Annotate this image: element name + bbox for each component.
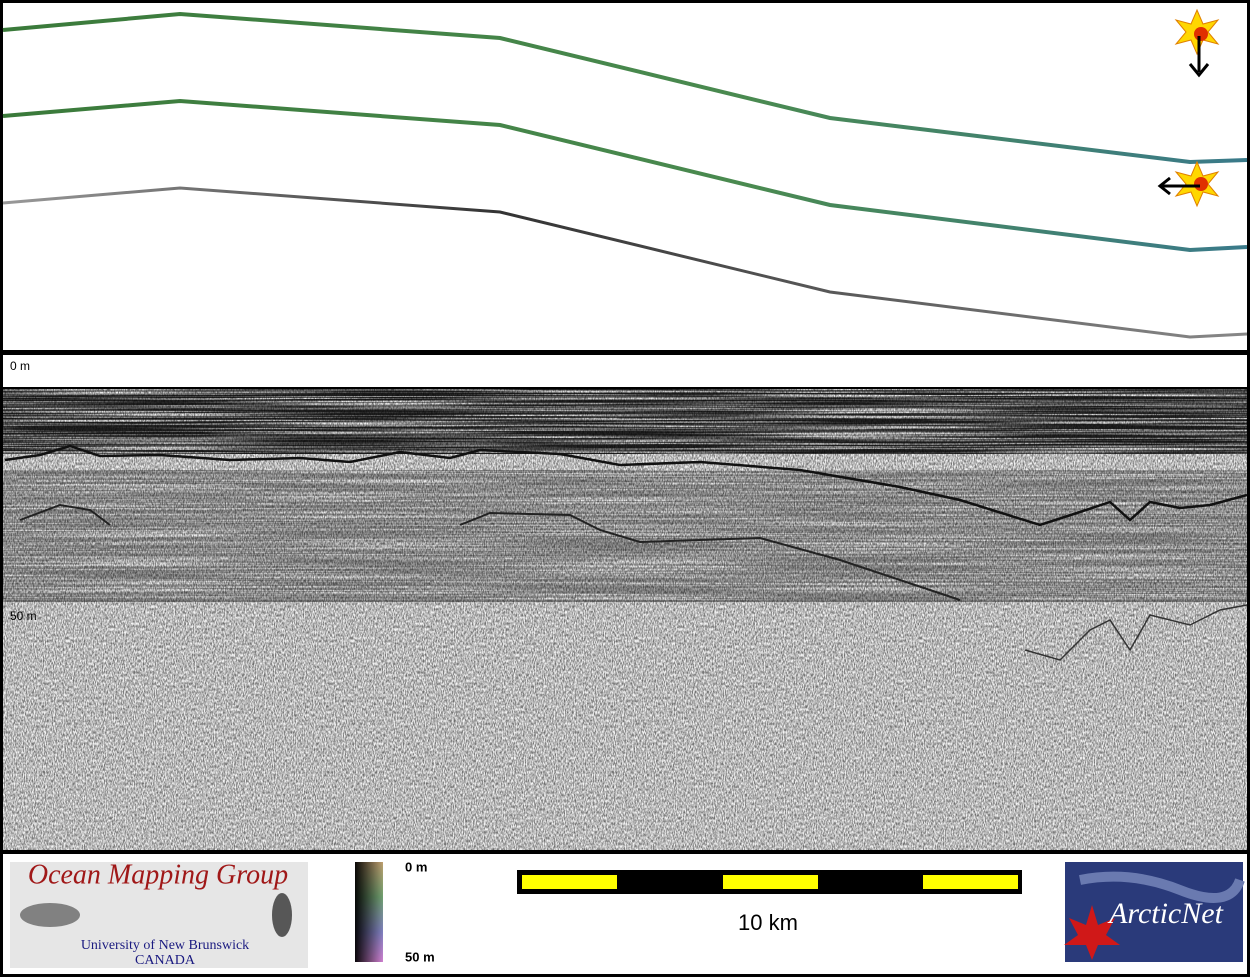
deep-reflector xyxy=(1024,604,1248,661)
seabed-reflector xyxy=(4,444,1248,527)
colorbar-label: 0 m xyxy=(405,859,427,874)
colorbar-shade xyxy=(355,862,383,962)
depth-label: 50 m xyxy=(10,609,37,623)
colorbar-label: 50 m xyxy=(405,949,435,964)
scale-label: 10 km xyxy=(738,910,798,935)
track-line xyxy=(2,98,1248,253)
track-panel xyxy=(3,3,1247,350)
logo-subtitle: University of New Brunswick xyxy=(81,938,249,953)
marker xyxy=(1157,160,1220,208)
depth-label: 0 m xyxy=(10,359,30,373)
depth-strip xyxy=(3,355,1247,387)
arcticnet-logo: ArcticNet xyxy=(1064,862,1245,962)
track-line xyxy=(2,11,1248,165)
logo-title: Ocean Mapping Group xyxy=(28,859,288,890)
water-column xyxy=(3,389,1247,454)
track-line xyxy=(2,186,1248,339)
partner-name: ArcticNet xyxy=(1107,897,1224,930)
omg-logo: Ocean Mapping Group University of New Br… xyxy=(10,859,308,968)
sediment-bands xyxy=(3,470,1247,600)
scale-bar xyxy=(517,870,1022,894)
subbottom-reflector xyxy=(19,503,961,601)
marker xyxy=(1174,8,1220,78)
logo-country: CANADA xyxy=(135,953,196,968)
